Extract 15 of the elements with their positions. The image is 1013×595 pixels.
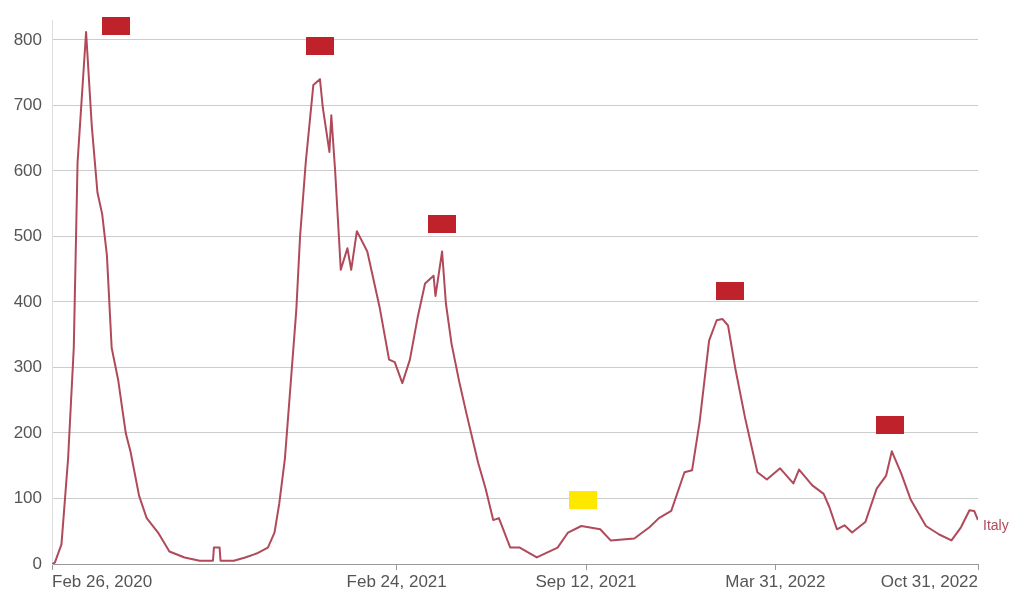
x-tick-label: Feb 24, 2021 (346, 571, 447, 591)
y-tick-label: 100 (13, 488, 42, 508)
y-tick-label: 700 (13, 95, 42, 115)
y-tick-label: 300 (13, 357, 42, 377)
y-tick-label: 500 (13, 226, 42, 246)
x-tick-label: Mar 31, 2022 (725, 571, 826, 591)
x-tick-label: Sep 12, 2021 (535, 571, 637, 591)
x-tick-label: Oct 31, 2022 (880, 571, 978, 591)
x-tick-label: Feb 26, 2020 (52, 571, 153, 591)
y-tick-label: 600 (13, 160, 42, 180)
y-tick-label: 800 (13, 29, 42, 49)
y-tick-label: 0 (32, 553, 42, 573)
y-tick-label: 400 (13, 291, 42, 311)
series-label: Italy (983, 516, 1009, 533)
y-tick-label: 200 (13, 422, 42, 442)
